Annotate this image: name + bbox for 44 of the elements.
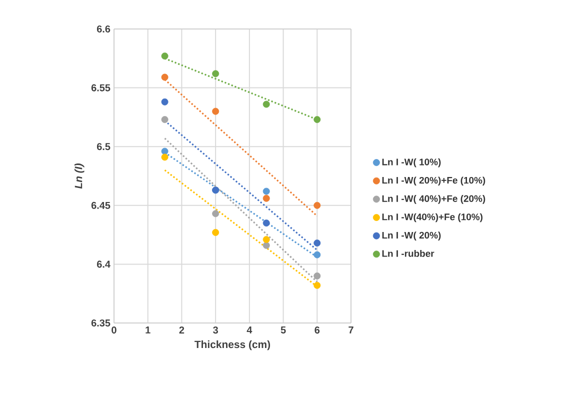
point: [262, 220, 270, 227]
y-tick-label: 6.6: [96, 25, 110, 33]
point: [262, 188, 270, 195]
point: [161, 52, 168, 60]
legend-label: Ln I -W( 10%): [382, 158, 441, 168]
legend-label: Ln I -W(40%)+Fe (10%): [382, 213, 482, 222]
point: [314, 282, 321, 289]
x-tick-label: 3: [213, 326, 218, 334]
y-tick-label: 6.5: [96, 143, 110, 150]
legend-label: Ln I -W( 20%)+Fe (10%): [382, 176, 486, 186]
legend-label: Ln I -W( 20%): [382, 232, 441, 240]
legend-label: Ln I -W( 40%)+Fe (20%): [382, 195, 486, 204]
y-tick-label: 6.4: [96, 260, 110, 268]
x-tick-label: 7: [348, 326, 354, 334]
x-tick-label: 0: [112, 326, 116, 334]
point: [314, 116, 321, 124]
x-tick-label: 4: [246, 326, 252, 334]
legend-label: Ln I -rubber: [382, 250, 434, 257]
x-tick-label: 2: [179, 326, 184, 334]
point: [161, 98, 168, 106]
point: [314, 202, 321, 209]
point: [212, 108, 220, 115]
x-tick-label: 6: [314, 326, 320, 334]
y-axis-title: Ln (I): [74, 164, 84, 189]
point: [161, 154, 168, 161]
point: [262, 242, 270, 249]
point: [212, 70, 220, 78]
y-tick-label: 6.35: [91, 319, 110, 327]
y-tick-label: 6.55: [91, 84, 110, 92]
point: [161, 116, 168, 124]
point: [262, 100, 270, 108]
point: [314, 251, 321, 258]
x-tick-label: 1: [146, 326, 150, 334]
point: [212, 210, 220, 218]
point: [161, 148, 168, 155]
x-axis-title: Thickness (cm): [194, 340, 270, 350]
point: [314, 272, 321, 280]
point: [262, 194, 270, 202]
point: [262, 236, 270, 243]
point: [161, 74, 168, 81]
point: [314, 240, 321, 247]
y-tick-label: 6.45: [91, 202, 110, 209]
x-tick-label: 5: [280, 326, 286, 334]
point: [212, 228, 220, 236]
